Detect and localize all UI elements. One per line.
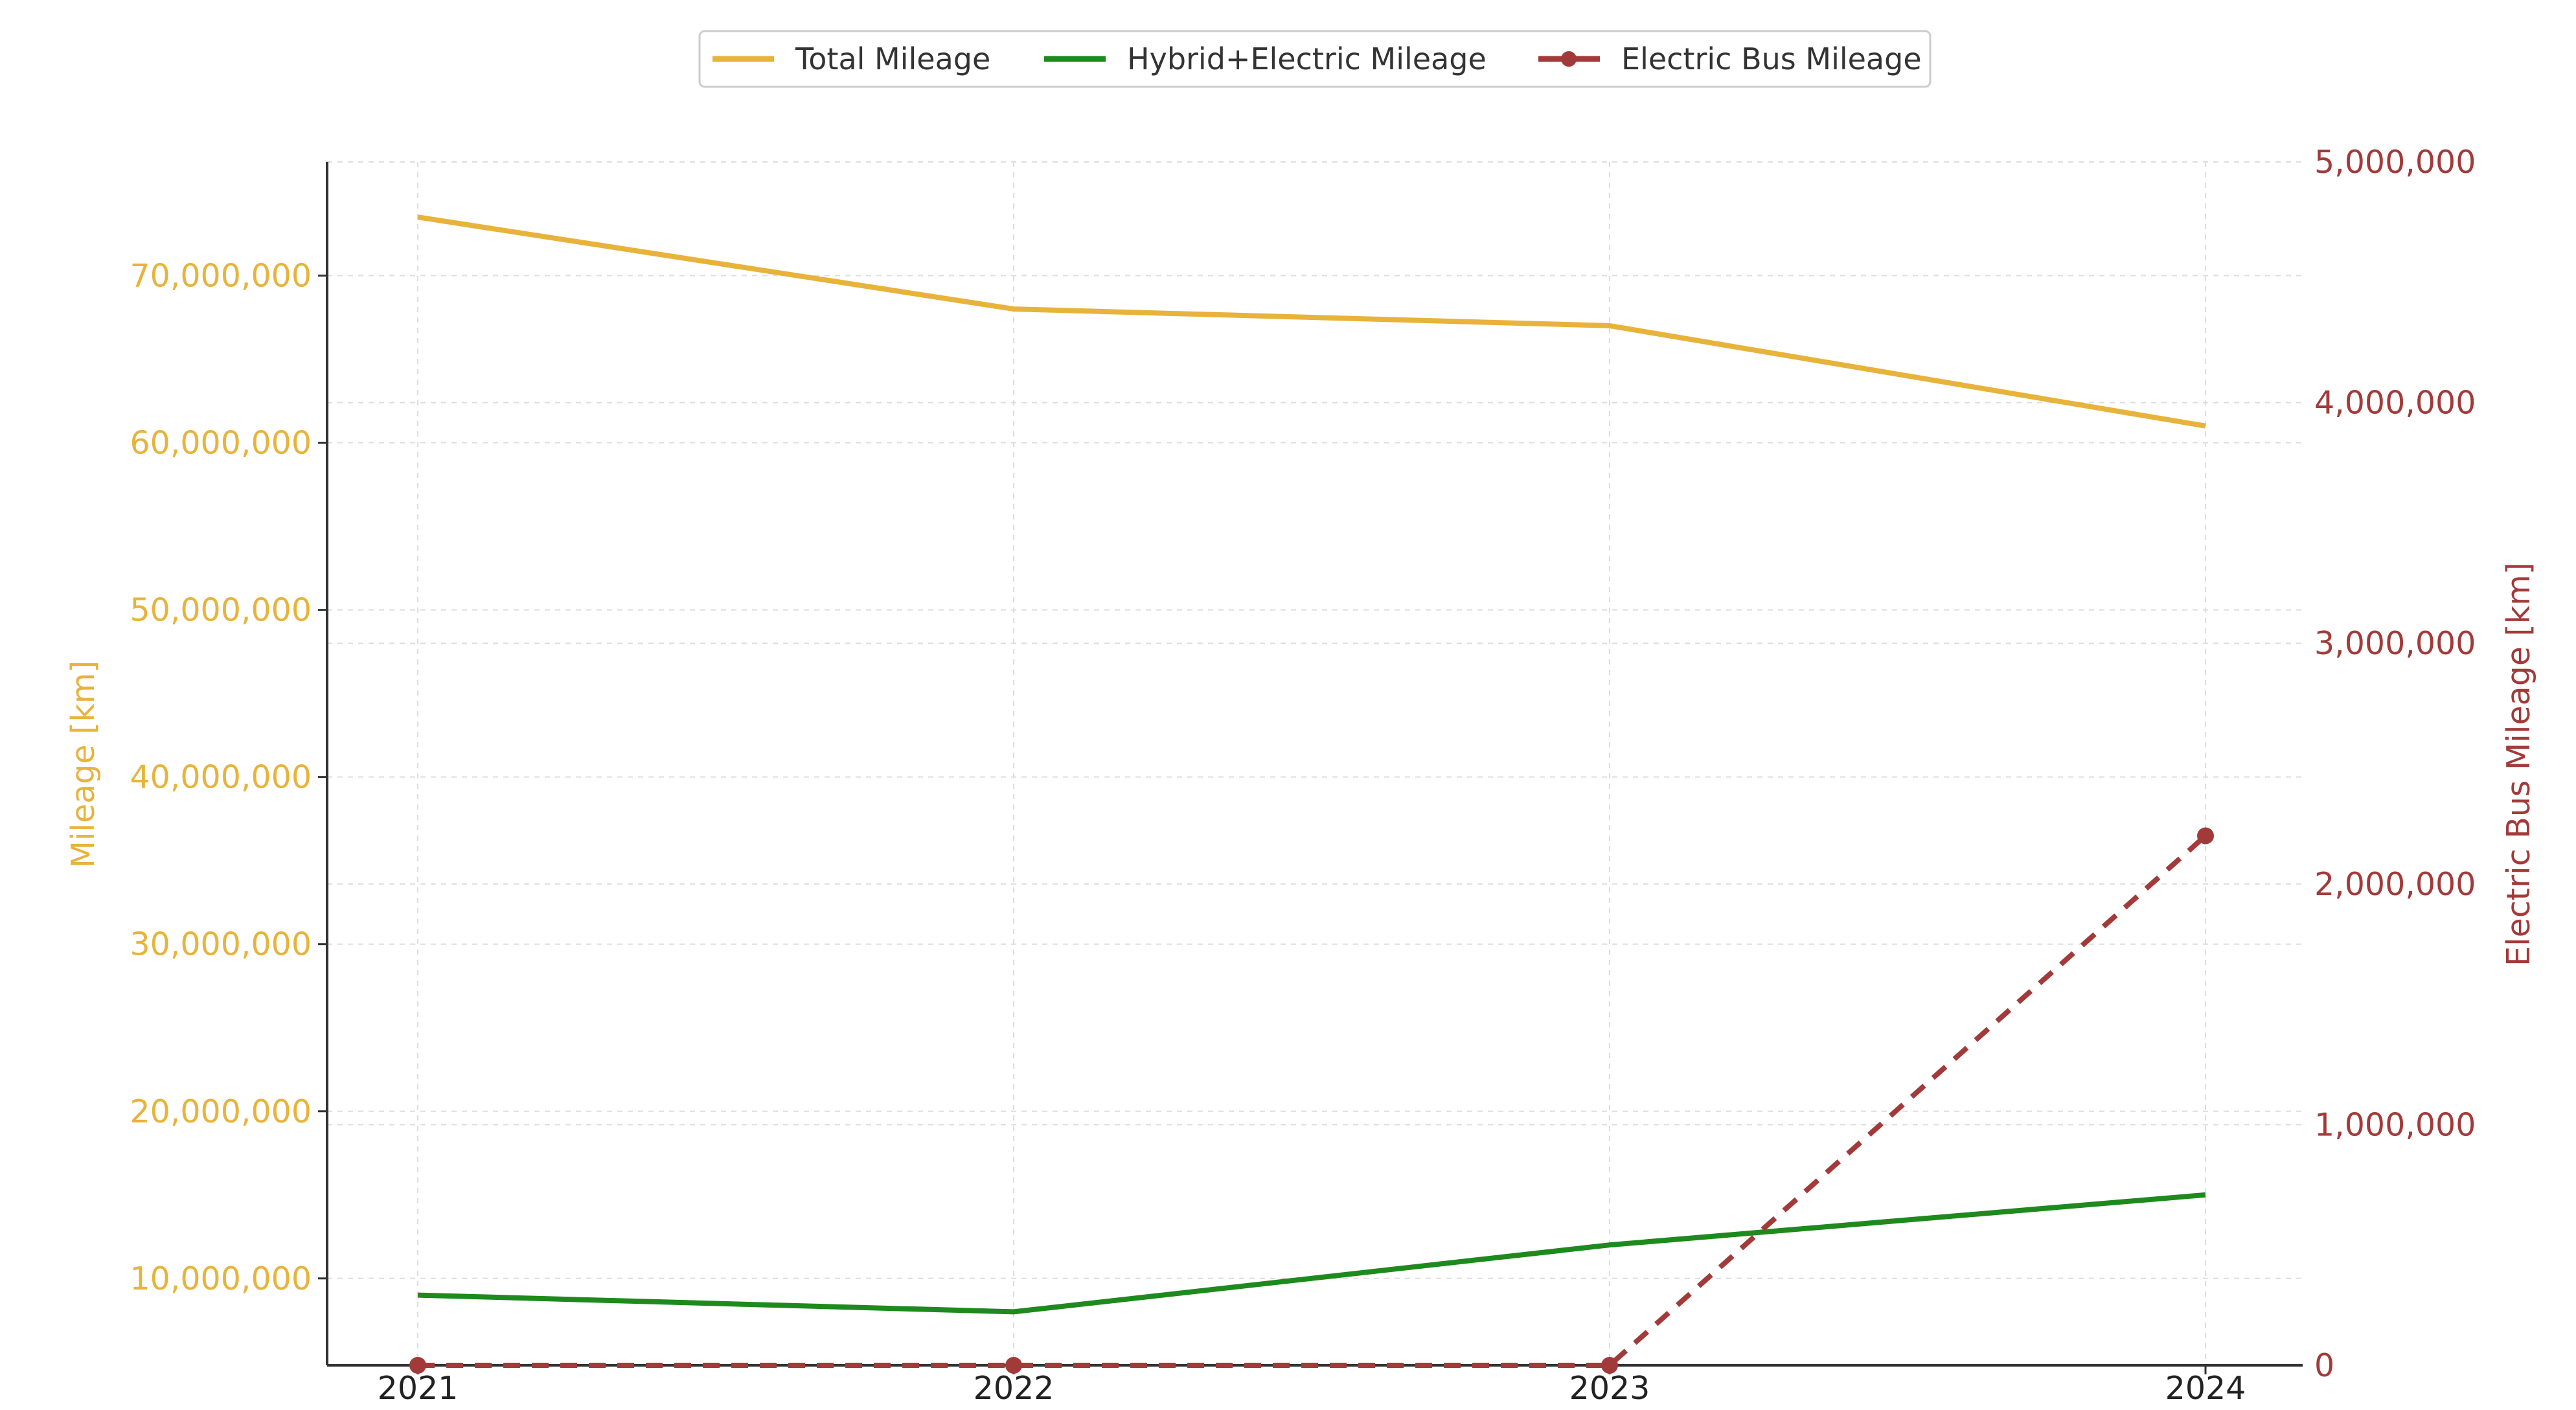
left-tick-label: 70,000,000 bbox=[130, 257, 312, 294]
series-layer bbox=[409, 214, 2214, 1374]
grid bbox=[327, 161, 2303, 1366]
right-tick-label: 4,000,000 bbox=[2314, 385, 2476, 422]
data-point-electric-bus-mileage bbox=[409, 1357, 426, 1374]
legend-label-electric-bus-mileage: Electric Bus Mileage bbox=[1621, 41, 1922, 76]
legend-marker-electric-bus-mileage bbox=[1561, 51, 1577, 67]
ticks: 2021 2022 2023 2024 10,000,000 20,000,000 30,0… bbox=[130, 144, 2476, 1407]
right-tick-label: 5,000,000 bbox=[2314, 144, 2476, 181]
left-tick-label: 40,000,000 bbox=[130, 759, 312, 796]
data-point-electric-bus-mileage bbox=[1005, 1357, 1022, 1374]
series-line-hybrid-electric-mileage bbox=[417, 1192, 2206, 1315]
right-tick-label: 1,000,000 bbox=[2314, 1106, 2476, 1143]
legend-item-hybrid-electric-mileage: Hybrid+Electric Mileage bbox=[1044, 41, 1487, 76]
legend-item-total-mileage: Total Mileage bbox=[712, 41, 990, 76]
series-line-electric-bus-mileage bbox=[418, 834, 2207, 1368]
left-tick-label: 50,000,000 bbox=[130, 592, 312, 629]
series-line-total-mileage bbox=[417, 214, 2206, 429]
data-point-electric-bus-mileage bbox=[1601, 1357, 1618, 1374]
legend-frame bbox=[698, 30, 1932, 88]
x-tick-label: 2021 bbox=[378, 1370, 459, 1407]
left-axis-title: Mileage [km] bbox=[65, 661, 102, 869]
right-tick-label: 0 bbox=[2314, 1347, 2334, 1384]
legend-label-total-mileage: Total Mileage bbox=[795, 41, 990, 76]
right-tick-label: 2,000,000 bbox=[2314, 866, 2476, 903]
legend-label-hybrid-electric-mileage: Hybrid+Electric Mileage bbox=[1127, 41, 1487, 76]
right-tick-label: 3,000,000 bbox=[2314, 625, 2476, 662]
data-point-electric-bus-mileage bbox=[2197, 827, 2214, 845]
right-axis-title: Electric Bus Mileage [km] bbox=[2500, 562, 2537, 966]
left-tick-label: 30,000,000 bbox=[130, 926, 312, 963]
x-tick-label: 2024 bbox=[2165, 1370, 2246, 1407]
legend: Total Mileage Hybrid+Electric Mileage El… bbox=[698, 30, 1932, 88]
left-tick-label: 10,000,000 bbox=[130, 1260, 312, 1297]
x-tick-label: 2022 bbox=[974, 1370, 1054, 1407]
left-tick-label: 60,000,000 bbox=[130, 425, 312, 462]
left-tick-label: 20,000,000 bbox=[130, 1093, 312, 1130]
x-tick-label: 2023 bbox=[1569, 1370, 1650, 1407]
legend-item-electric-bus-mileage: Electric Bus Mileage bbox=[1538, 41, 1922, 76]
